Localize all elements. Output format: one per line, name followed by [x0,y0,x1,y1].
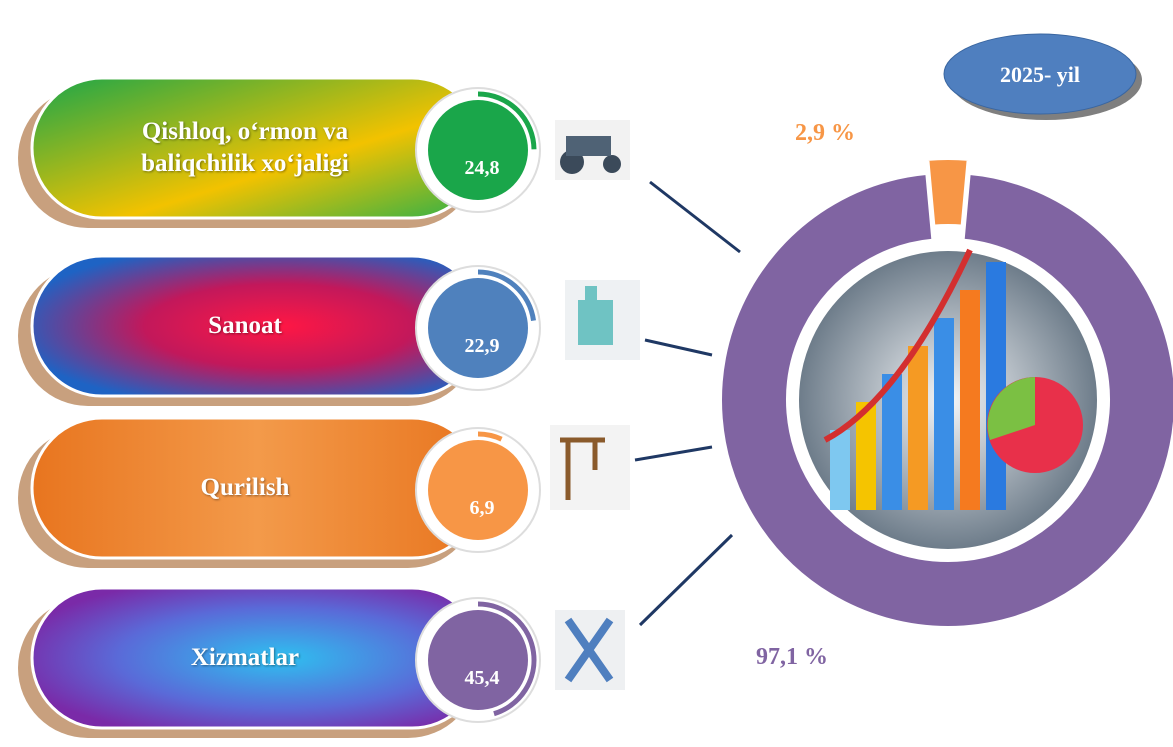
sector-label: Sanoat [95,310,395,342]
icons [550,120,640,690]
value-circle [428,440,528,540]
value-circle [428,610,528,710]
sector-label: Xizmatlar [95,642,395,674]
value-label: 6,9 [470,497,495,519]
decor-bar [986,262,1006,510]
value-label: 24,8 [465,157,500,179]
value-label: 2,9 % [795,120,855,146]
chart: 24,8 22,9 6,9 45,4 2025- yil 2,9 % 97,1 % [0,0,1173,747]
badge-title: 2025- yil [1000,62,1080,87]
value-label: 97,1 % [756,644,828,670]
decor-bar [882,374,902,510]
decor-bar [960,290,980,510]
decor-bar [934,318,954,510]
value-label: 45,4 [465,667,500,689]
decor-bar [830,430,850,510]
value-circle [428,278,528,378]
decor-bar [908,346,928,510]
value-circle [428,100,528,200]
sector-label: Qishloq, o‘rmon va baliqchilik xo‘jaligi [95,116,395,180]
infographic: 24,8 22,9 6,9 45,4 2025- yil 2,9 % 97,1 % Qish… [0,0,1173,747]
value-label: 22,9 [465,335,500,357]
donut-segment [927,158,968,227]
sector-label: Qurilish [95,472,395,504]
